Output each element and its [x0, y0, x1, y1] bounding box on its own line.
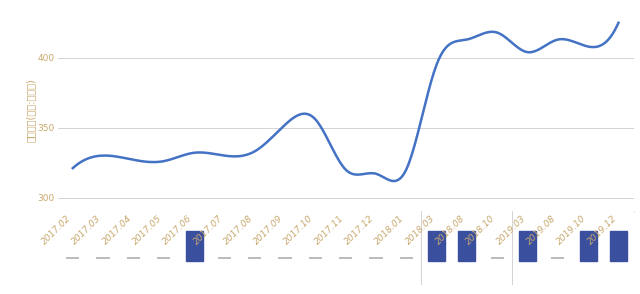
Text: 2017.11: 2017.11: [313, 213, 346, 246]
Text: 2017.06: 2017.06: [161, 213, 194, 246]
Bar: [428, 231, 445, 261]
Bar: [519, 231, 536, 261]
Text: 2019.12: 2019.12: [586, 213, 618, 246]
Text: 2017.05: 2017.05: [131, 213, 164, 246]
Bar: [610, 231, 627, 261]
Text: 2017.10: 2017.10: [282, 213, 316, 246]
Text: 2017.03: 2017.03: [70, 213, 103, 246]
Text: 2018.08: 2018.08: [434, 213, 467, 246]
Y-axis label: 거래금액(단위:백만원): 거래금액(단위:백만원): [26, 78, 36, 142]
Text: 2018.03: 2018.03: [404, 213, 436, 246]
Bar: [458, 231, 476, 261]
Text: 2018.10: 2018.10: [465, 213, 497, 246]
Text: 2019.10: 2019.10: [556, 213, 588, 246]
Text: 2019.08: 2019.08: [525, 213, 558, 246]
Bar: [580, 231, 596, 261]
Text: 2017.07: 2017.07: [191, 213, 225, 246]
Text: 2019.03: 2019.03: [495, 213, 527, 246]
Bar: [186, 231, 202, 261]
Text: 2017.12: 2017.12: [343, 213, 376, 246]
Text: 2017.04: 2017.04: [100, 213, 133, 246]
Text: 2017.08: 2017.08: [222, 213, 255, 246]
Text: 2017.02: 2017.02: [40, 213, 73, 246]
Text: 2018.01: 2018.01: [373, 213, 406, 246]
Text: 2017.09: 2017.09: [252, 213, 285, 246]
